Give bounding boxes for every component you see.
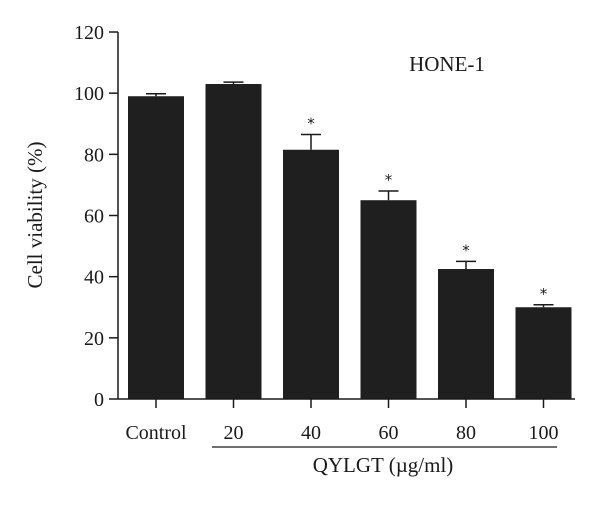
x-tick-label: 20 bbox=[224, 422, 244, 444]
chart-annotation: HONE-1 bbox=[409, 52, 485, 76]
bar bbox=[128, 96, 184, 399]
x-tick-label: 80 bbox=[456, 422, 476, 444]
y-tick-label: 40 bbox=[84, 267, 104, 289]
significance-marker: * bbox=[307, 114, 315, 132]
y-tick-label: 80 bbox=[84, 144, 104, 166]
x-tick-label: 60 bbox=[379, 422, 399, 444]
bar bbox=[205, 83, 262, 399]
significance-marker: * bbox=[385, 171, 393, 189]
significance-marker: * bbox=[462, 241, 470, 259]
bar bbox=[438, 269, 494, 399]
y-tick-label: 120 bbox=[74, 22, 104, 44]
x-tick-label: 40 bbox=[301, 422, 321, 444]
x-axis: Control 20 40 60 80 100 bbox=[118, 398, 575, 444]
y-axis: 0 20 40 60 80 100 120 bbox=[74, 22, 119, 411]
y-axis-title: Cell viability (%) bbox=[23, 142, 47, 289]
y-tick-label: 20 bbox=[84, 328, 104, 350]
bar bbox=[283, 149, 339, 399]
x-tick-label: Control bbox=[125, 422, 187, 444]
x-axis-title: QYLGT (µg/ml) bbox=[313, 453, 454, 477]
bars: * * * * bbox=[128, 81, 572, 399]
bar bbox=[515, 307, 572, 399]
significance-marker: * bbox=[540, 285, 548, 303]
x-tick-label: 100 bbox=[529, 422, 559, 444]
bar bbox=[360, 200, 417, 399]
y-tick-label: 100 bbox=[74, 83, 104, 105]
y-tick-label: 60 bbox=[84, 206, 104, 228]
y-tick-label: 0 bbox=[94, 389, 104, 411]
